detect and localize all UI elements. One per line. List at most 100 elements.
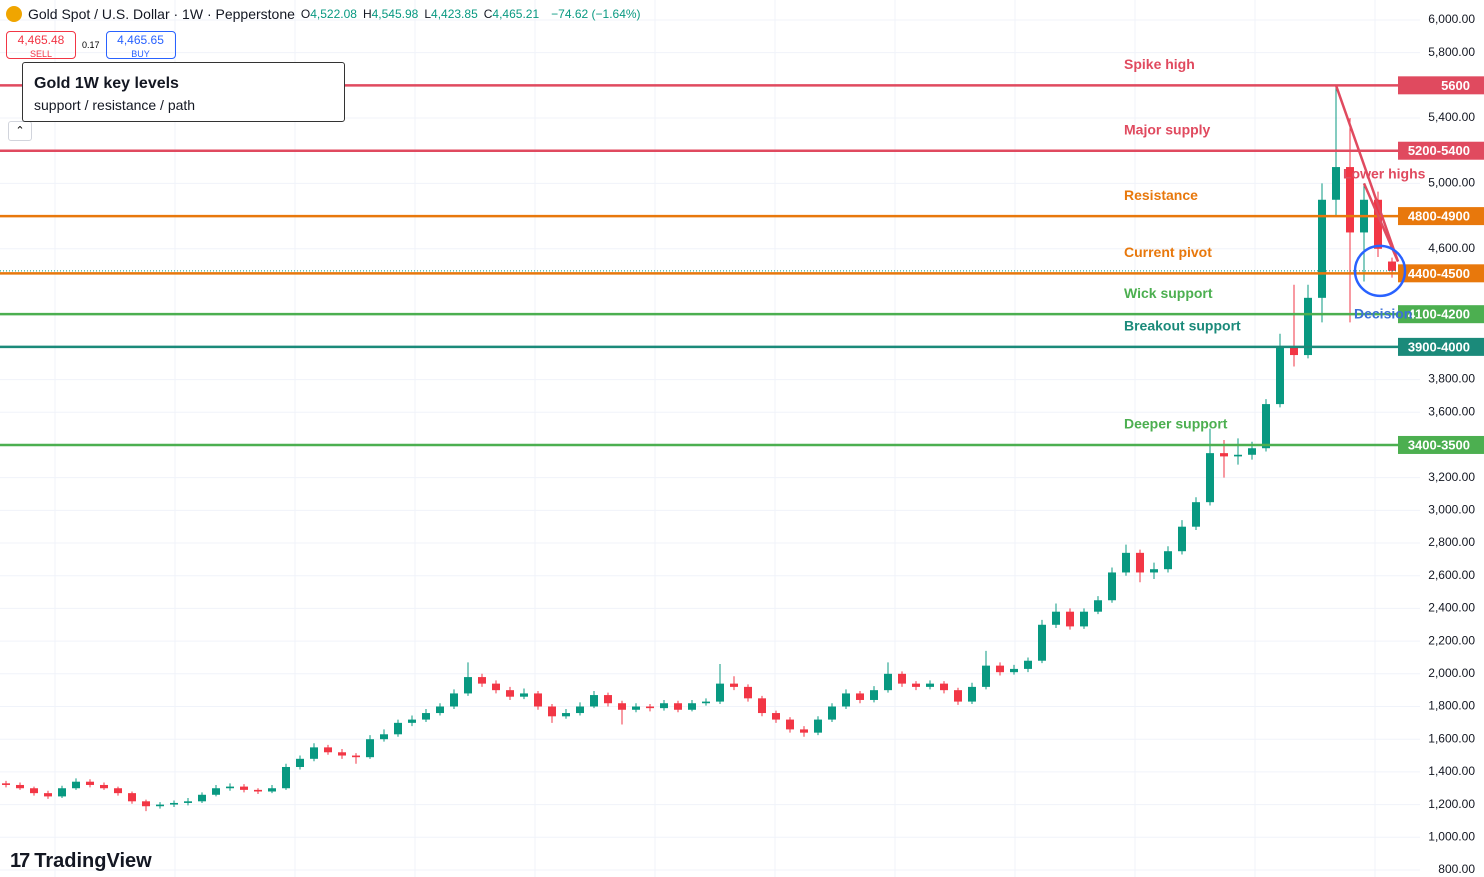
candle-body	[1094, 600, 1102, 612]
candle-body	[996, 665, 1004, 673]
candle-body	[982, 665, 990, 687]
y-tick-label: 800.00	[1438, 862, 1475, 876]
candle-body	[142, 801, 150, 807]
collapse-button[interactable]: ⌃	[8, 121, 32, 141]
candle-body	[604, 695, 612, 704]
level-name: Major supply	[1124, 121, 1211, 137]
candle-body	[660, 703, 668, 709]
candle-body	[184, 801, 192, 803]
note-subtitle: support / resistance / path	[34, 97, 196, 113]
candle-body	[814, 719, 822, 733]
buy-label: BUY	[131, 49, 150, 59]
candle-body	[856, 693, 864, 700]
candle-body	[282, 766, 290, 789]
candle-body	[716, 683, 724, 702]
level-badge-label: 3900-4000	[1408, 339, 1470, 354]
level-badge-label: 5200-5400	[1408, 143, 1470, 158]
candle-body	[198, 794, 206, 802]
candle-body	[744, 686, 752, 699]
candle-body	[1010, 668, 1018, 673]
candle-body	[576, 706, 584, 714]
candle-body	[1080, 611, 1088, 627]
candle-body	[30, 788, 38, 794]
symbol[interactable]: Gold Spot / U.S. Dollar · 1W · Peppersto…	[28, 6, 295, 22]
candle-body	[436, 706, 444, 714]
y-tick-label: 3,200.00	[1428, 470, 1475, 484]
candle-body	[1262, 404, 1270, 449]
y-tick-label: 1,200.00	[1428, 797, 1475, 811]
buy-price: 4,465.65	[117, 33, 164, 47]
trend-line	[1334, 84, 1400, 262]
level-badge	[1398, 207, 1484, 226]
level-name: Wick support	[1124, 285, 1213, 301]
candle-body	[1136, 552, 1144, 573]
candle-body	[1038, 624, 1046, 661]
ohlc: O4,522.08 H4,545.98 L4,423.85 C4,465.21	[301, 7, 545, 21]
annotation-lower-highs: Lower highs	[1343, 166, 1426, 182]
y-tick-label: 2,600.00	[1428, 568, 1475, 582]
level-name: Spike high	[1124, 56, 1195, 72]
y-tick-label: 3,600.00	[1428, 404, 1475, 418]
level-badge-label: 3400-3500	[1408, 437, 1470, 452]
candle-body	[1290, 346, 1298, 356]
candle-body	[1388, 261, 1396, 271]
spread: 0.17	[82, 40, 100, 50]
candle-body	[828, 706, 836, 720]
candle-body	[954, 690, 962, 702]
y-tick-label: 2,200.00	[1428, 633, 1475, 647]
symbol-logo	[6, 6, 22, 22]
candle-body	[548, 706, 556, 717]
candle-body	[940, 683, 948, 691]
candle-body	[1332, 167, 1340, 200]
candle-body	[86, 781, 94, 785]
trade-panel: 4,465.48 SELL 0.17 4,465.65 BUY	[6, 31, 176, 59]
sell-button[interactable]: 4,465.48 SELL	[6, 31, 76, 59]
y-tick-label: 6,000.00	[1428, 12, 1475, 26]
ohlc-value: 4,465.21	[492, 7, 540, 21]
y-tick-label: 2,000.00	[1428, 666, 1475, 680]
candle-body	[240, 786, 248, 790]
candle-body	[702, 701, 710, 704]
level-name: Breakout support	[1124, 318, 1241, 334]
candle-body	[730, 683, 738, 687]
candle-body	[1276, 346, 1284, 405]
candle-body	[464, 677, 472, 694]
level-badge	[1398, 264, 1484, 283]
brand: 17 TradingView	[10, 850, 152, 873]
note-title: Gold 1W key levels	[34, 75, 179, 92]
y-tick-label: 5,400.00	[1428, 110, 1475, 124]
candle-body	[912, 683, 920, 687]
candle-body	[1374, 199, 1382, 249]
candle-body	[170, 802, 178, 805]
candle-body	[310, 747, 318, 759]
level-badge-label: 5600	[1441, 78, 1470, 93]
candle-body	[1234, 454, 1242, 457]
candle-body	[338, 752, 346, 756]
level-name: Deeper support	[1124, 416, 1228, 432]
candle-body	[772, 713, 780, 720]
change: −74.62 (−1.64%)	[551, 7, 641, 21]
candle-body	[2, 783, 10, 785]
candle-body	[394, 722, 402, 735]
candle-body	[1108, 572, 1116, 601]
candle-body	[688, 703, 696, 710]
ohlc-key: L	[424, 7, 432, 21]
candle-body	[646, 706, 654, 709]
level-badge	[1398, 337, 1484, 356]
candle-body	[226, 786, 234, 789]
candle-body	[1346, 167, 1354, 233]
candle-body	[380, 734, 388, 740]
y-tick-label: 1,800.00	[1428, 699, 1475, 713]
candle-body	[1178, 526, 1186, 552]
y-tick-label: 1,600.00	[1428, 731, 1475, 745]
candle-body	[156, 804, 164, 807]
candle-body	[506, 690, 514, 697]
candle-body	[100, 784, 108, 789]
brand-name: TradingView	[34, 850, 152, 872]
candle-body	[478, 677, 486, 684]
buy-button[interactable]: 4,465.65 BUY	[105, 31, 176, 59]
level-badge-label: 4800-4900	[1408, 209, 1470, 224]
candle-body	[352, 755, 360, 758]
candle-body	[968, 686, 976, 702]
